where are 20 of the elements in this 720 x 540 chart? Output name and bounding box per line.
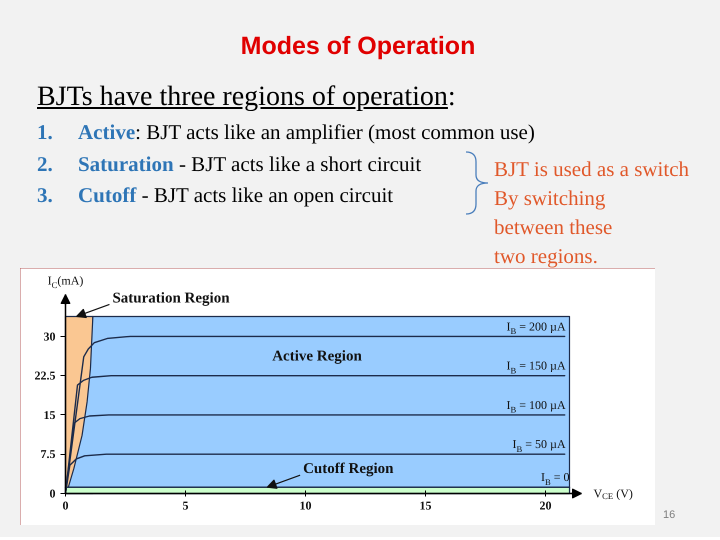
text: BJT is used as a switch By switching between these two regions.: [494, 156, 690, 270]
x-tick-label: 0: [62, 498, 68, 512]
series-label: Cutoff Region: [303, 461, 394, 478]
y-tick-label: 30: [44, 329, 56, 344]
x-tick-label: 20: [540, 498, 552, 512]
series-label: Active Region: [272, 348, 362, 364]
x-tick-label: 10: [300, 498, 312, 512]
y-tick-label: 0: [50, 486, 56, 500]
y-tick-label: 22.5: [34, 368, 56, 383]
chart-subtitle: BJTs have three regions of operation:: [37, 81, 456, 113]
series-label: Saturation Region: [112, 290, 230, 306]
text: 3. Cutoff - BJT acts like an open circuit: [37, 183, 394, 207]
x-tick-label: 5: [182, 498, 188, 512]
y-tick-label: 15: [44, 408, 56, 422]
y-tick-label: 7.5: [40, 447, 56, 462]
text: 1. Active: BJT acts like an amplifier (most common use): [37, 120, 535, 144]
text: 2. Saturation - BJT acts like a short circuit: [37, 152, 422, 176]
x-tick-label: 15: [420, 498, 432, 512]
text: 16: [663, 508, 676, 523]
chart-title: Modes of Operation: [240, 31, 476, 61]
